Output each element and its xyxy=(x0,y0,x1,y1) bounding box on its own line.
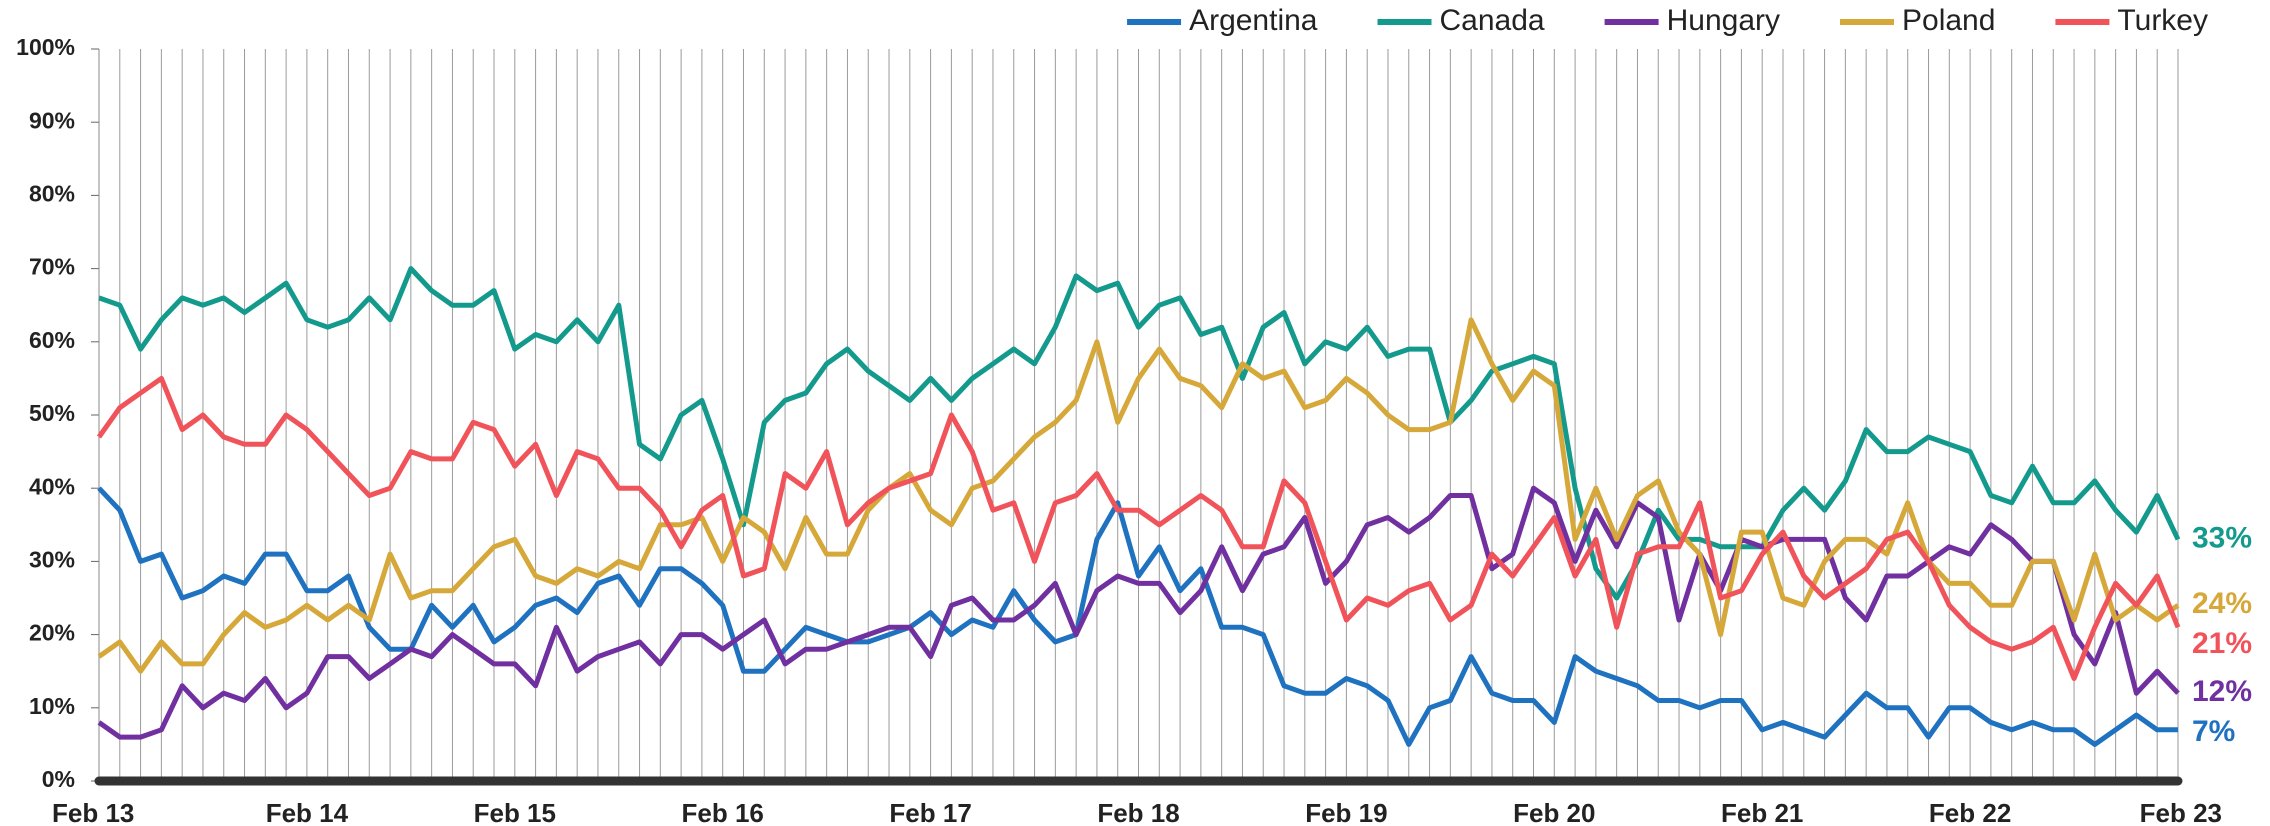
y-tick-label: 10% xyxy=(29,693,75,719)
legend-label: Canada xyxy=(1440,4,1545,37)
y-tick-label: 20% xyxy=(29,620,75,646)
x-tick-label: Feb 14 xyxy=(266,798,349,826)
end-label: 33% xyxy=(2192,521,2252,554)
legend-label: Hungary xyxy=(1667,4,1780,37)
y-tick-label: 80% xyxy=(29,180,75,206)
series-line xyxy=(98,266,2181,601)
y-tick-label: 50% xyxy=(29,400,75,426)
series-line xyxy=(96,375,2181,681)
x-tick-label: Feb 15 xyxy=(474,798,556,826)
y-tick-label: 40% xyxy=(29,473,75,499)
x-tick-label: Feb 18 xyxy=(1097,798,1179,826)
end-label: 7% xyxy=(2192,715,2235,748)
y-tick-label: 30% xyxy=(29,546,75,572)
x-tick-label: Feb 22 xyxy=(1929,798,2011,826)
x-tick-label: Feb 23 xyxy=(2140,798,2222,826)
x-tick-label: Feb 20 xyxy=(1513,798,1595,826)
series-line xyxy=(97,485,2180,740)
x-tick-label: Feb 21 xyxy=(1721,798,1803,826)
y-tick-label: 0% xyxy=(42,766,75,792)
y-tick-label: 70% xyxy=(29,254,75,280)
x-tick-label: Feb 13 xyxy=(52,798,134,826)
series-line xyxy=(97,486,2178,747)
y-tick-label: 90% xyxy=(29,107,75,133)
series-line xyxy=(97,317,2180,674)
end-label: 12% xyxy=(2192,675,2252,708)
x-tick-label: Feb 16 xyxy=(682,798,764,826)
y-tick-label: 100% xyxy=(16,34,75,60)
legend-label: Poland xyxy=(1902,4,1995,37)
legend-label: Argentina xyxy=(1189,4,1318,37)
x-tick-label: Feb 17 xyxy=(889,798,971,826)
end-label: 24% xyxy=(2192,587,2252,620)
x-tick-label: Feb 19 xyxy=(1305,798,1387,826)
end-label: 21% xyxy=(2192,627,2252,660)
legend-label: Turkey xyxy=(2117,4,2208,37)
y-tick-label: 60% xyxy=(29,327,75,353)
